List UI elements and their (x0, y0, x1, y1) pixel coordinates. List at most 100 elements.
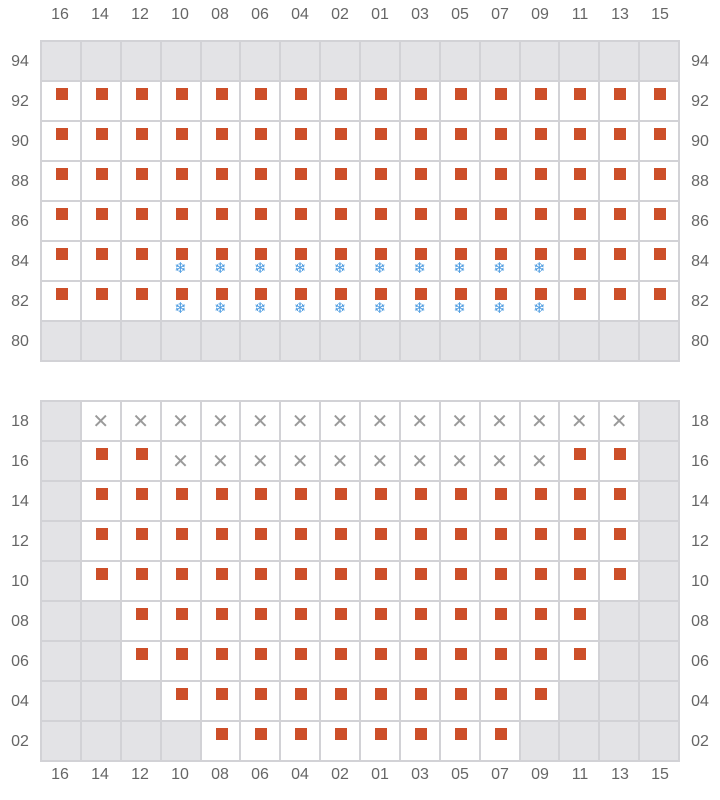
available-seat[interactable] (281, 682, 322, 722)
available-seat[interactable] (480, 682, 521, 722)
available-seat[interactable] (81, 202, 122, 242)
available-seat[interactable] (640, 82, 680, 122)
available-seat[interactable] (161, 162, 202, 202)
available-seat[interactable] (121, 282, 162, 322)
available-seat[interactable] (400, 722, 441, 762)
available-seat[interactable] (241, 482, 282, 522)
available-seat[interactable] (161, 482, 202, 522)
available-seat[interactable] (361, 202, 401, 242)
available-seat[interactable] (400, 122, 441, 162)
available-seat[interactable] (640, 242, 680, 282)
available-seat[interactable] (81, 122, 122, 162)
available-seat[interactable] (241, 642, 282, 682)
available-seat[interactable] (241, 602, 282, 642)
available-seat[interactable] (560, 122, 601, 162)
available-seat[interactable] (81, 82, 122, 122)
available-seat[interactable] (42, 82, 82, 122)
available-seat[interactable] (480, 722, 521, 762)
available-seat-refrigerated[interactable]: ❄ (161, 242, 202, 282)
available-seat[interactable] (361, 82, 401, 122)
available-seat[interactable] (161, 122, 202, 162)
available-seat[interactable] (42, 162, 82, 202)
available-seat[interactable] (321, 122, 361, 162)
available-seat[interactable] (440, 722, 481, 762)
available-seat[interactable] (42, 242, 82, 282)
available-seat-refrigerated[interactable]: ❄ (201, 282, 242, 322)
available-seat[interactable] (42, 122, 82, 162)
available-seat[interactable] (241, 562, 282, 602)
available-seat[interactable] (241, 122, 282, 162)
available-seat[interactable] (560, 282, 601, 322)
available-seat-refrigerated[interactable]: ❄ (241, 282, 282, 322)
available-seat[interactable] (520, 682, 561, 722)
available-seat[interactable] (81, 562, 122, 602)
available-seat[interactable] (321, 522, 361, 562)
available-seat[interactable] (361, 122, 401, 162)
available-seat[interactable] (600, 522, 641, 562)
available-seat[interactable] (361, 482, 401, 522)
available-seat[interactable] (361, 602, 401, 642)
available-seat[interactable] (201, 642, 242, 682)
available-seat[interactable] (560, 482, 601, 522)
available-seat[interactable] (520, 122, 561, 162)
available-seat[interactable] (42, 202, 82, 242)
available-seat-refrigerated[interactable]: ❄ (520, 242, 561, 282)
available-seat-refrigerated[interactable]: ❄ (321, 242, 361, 282)
available-seat[interactable] (440, 522, 481, 562)
available-seat[interactable] (121, 122, 162, 162)
available-seat[interactable] (480, 522, 521, 562)
available-seat[interactable] (640, 122, 680, 162)
available-seat-refrigerated[interactable]: ❄ (361, 242, 401, 282)
available-seat[interactable] (81, 442, 122, 482)
available-seat[interactable] (400, 522, 441, 562)
available-seat[interactable] (121, 202, 162, 242)
available-seat[interactable] (201, 562, 242, 602)
available-seat[interactable] (520, 202, 561, 242)
available-seat-refrigerated[interactable]: ❄ (281, 282, 322, 322)
available-seat[interactable] (121, 562, 162, 602)
available-seat[interactable] (161, 682, 202, 722)
available-seat[interactable] (281, 122, 322, 162)
available-seat[interactable] (480, 122, 521, 162)
available-seat-refrigerated[interactable]: ❄ (480, 242, 521, 282)
available-seat[interactable] (121, 522, 162, 562)
available-seat[interactable] (281, 482, 322, 522)
available-seat[interactable] (281, 642, 322, 682)
available-seat[interactable] (560, 82, 601, 122)
available-seat[interactable] (321, 642, 361, 682)
available-seat[interactable] (201, 82, 242, 122)
available-seat[interactable] (241, 82, 282, 122)
available-seat[interactable] (361, 642, 401, 682)
available-seat-refrigerated[interactable]: ❄ (400, 242, 441, 282)
available-seat[interactable] (520, 162, 561, 202)
available-seat[interactable] (81, 282, 122, 322)
available-seat-refrigerated[interactable]: ❄ (161, 282, 202, 322)
available-seat[interactable] (201, 482, 242, 522)
available-seat[interactable] (161, 642, 202, 682)
available-seat[interactable] (361, 562, 401, 602)
available-seat[interactable] (440, 602, 481, 642)
available-seat[interactable] (321, 722, 361, 762)
available-seat[interactable] (201, 522, 242, 562)
available-seat[interactable] (201, 122, 242, 162)
available-seat[interactable] (520, 522, 561, 562)
available-seat[interactable] (560, 242, 601, 282)
available-seat[interactable] (281, 522, 322, 562)
available-seat[interactable] (520, 82, 561, 122)
available-seat[interactable] (201, 162, 242, 202)
available-seat[interactable] (520, 482, 561, 522)
available-seat[interactable] (361, 162, 401, 202)
available-seat[interactable] (201, 602, 242, 642)
available-seat[interactable] (361, 722, 401, 762)
available-seat[interactable] (560, 602, 601, 642)
available-seat[interactable] (400, 482, 441, 522)
available-seat[interactable] (600, 442, 641, 482)
available-seat[interactable] (480, 602, 521, 642)
available-seat[interactable] (241, 682, 282, 722)
available-seat[interactable] (400, 602, 441, 642)
available-seat[interactable] (321, 482, 361, 522)
available-seat[interactable] (241, 522, 282, 562)
available-seat[interactable] (520, 642, 561, 682)
available-seat[interactable] (121, 162, 162, 202)
available-seat-refrigerated[interactable]: ❄ (241, 242, 282, 282)
